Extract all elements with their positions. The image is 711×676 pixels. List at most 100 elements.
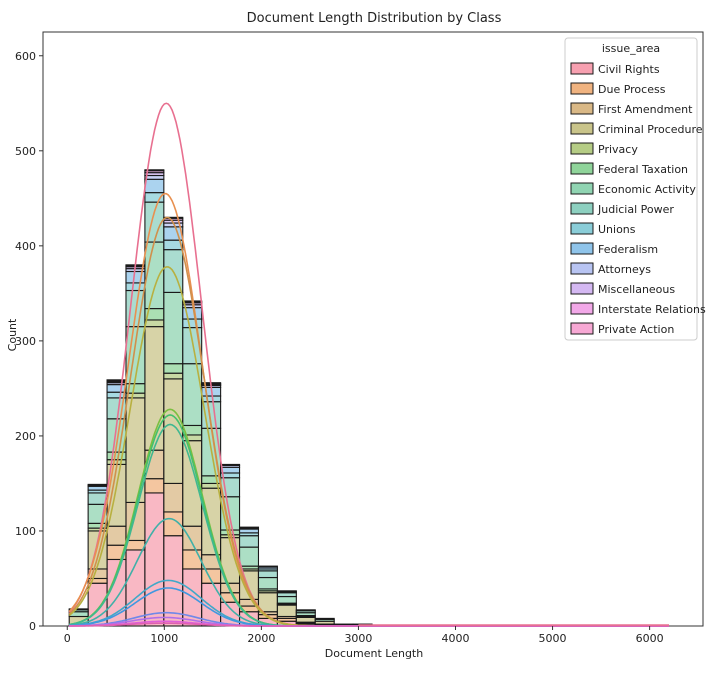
y-tick-label: 600 bbox=[15, 50, 36, 63]
legend-label-economic-activity: Economic Activity bbox=[598, 183, 696, 196]
y-tick-label: 500 bbox=[15, 145, 36, 158]
legend: issue_area Civil Rights Due Process First … bbox=[564, 37, 706, 341]
bar-criminal-procedure-bin-11 bbox=[276, 604, 297, 618]
bar-due-process-bin-3 bbox=[125, 539, 146, 551]
bar-economic-activity-bin-10 bbox=[257, 576, 278, 590]
x-tick-label: 4000 bbox=[442, 632, 470, 645]
legend-label-civil-rights: Civil Rights bbox=[598, 63, 660, 76]
bar-federalism-bin-2 bbox=[106, 384, 127, 393]
bar-federalism-bin-9 bbox=[238, 528, 260, 534]
bar-unions-bin-0 bbox=[68, 608, 89, 611]
bar-attorneys-bin-10 bbox=[257, 565, 278, 568]
bar-economic-activity-bin-5 bbox=[163, 291, 184, 365]
x-axis-title: Document Length bbox=[325, 647, 423, 660]
legend-swatch-federal-taxation bbox=[570, 162, 594, 175]
bar-due-process-bin-6 bbox=[182, 549, 203, 570]
y-tick-label: 0 bbox=[29, 620, 36, 633]
legend-label-federalism: Federalism bbox=[598, 243, 658, 256]
bar-criminal-procedure-bin-10 bbox=[257, 592, 278, 613]
y-tick-label: 300 bbox=[15, 335, 36, 348]
bar-unions-bin-6 bbox=[182, 318, 203, 329]
bar-privacy-bin-3 bbox=[125, 392, 146, 399]
bar-federalism-bin-11 bbox=[276, 590, 297, 593]
bar-federalism-bin-1 bbox=[87, 485, 108, 491]
y-tick-label: 200 bbox=[15, 430, 36, 443]
legend-label-private-action: Private Action bbox=[598, 323, 674, 336]
legend-swatch-first-amendment bbox=[570, 102, 594, 115]
y-axis: 0 100 200 300 400 500 600 bbox=[15, 50, 43, 633]
bar-judicial-power-bin-9 bbox=[238, 535, 260, 548]
bar-economic-activity-bin-14 bbox=[333, 623, 354, 626]
bar-criminal-procedure-bin-5 bbox=[163, 378, 184, 484]
legend-label-unions: Unions bbox=[598, 223, 636, 236]
x-tick-label: 6000 bbox=[636, 632, 664, 645]
x-tick-label: 1000 bbox=[150, 632, 178, 645]
legend-label-interstate-relations: Interstate Relations bbox=[598, 303, 706, 316]
bar-miscellaneous-bin-1 bbox=[87, 483, 108, 486]
legend-swatch-federalism bbox=[570, 242, 594, 255]
legend-swatch-criminal-procedure bbox=[570, 122, 594, 135]
bar-due-process-bin-4 bbox=[144, 478, 165, 494]
bar-federalism-bin-12 bbox=[295, 609, 316, 612]
bar-private-action-bin-2 bbox=[106, 379, 127, 382]
x-tick-label: 2000 bbox=[247, 632, 275, 645]
legend-label-criminal-procedure: Criminal Procedure bbox=[598, 123, 703, 136]
legend-swatch-economic-activity bbox=[570, 182, 594, 195]
bar-attorneys-bin-4 bbox=[144, 174, 165, 180]
y-axis-title: Count bbox=[6, 318, 19, 351]
bar-privacy-bin-4 bbox=[144, 319, 165, 328]
legend-label-attorneys: Attorneys bbox=[598, 263, 651, 276]
bar-civil-rights-bin-4 bbox=[144, 492, 165, 627]
bar-unions-bin-3 bbox=[125, 282, 146, 292]
x-axis: 0 1000 2000 3000 4000 5000 6000 bbox=[64, 626, 664, 645]
legend-title: issue_area bbox=[602, 42, 660, 55]
legend-swatch-private-action bbox=[570, 322, 594, 335]
legend-label-first-amendment: First Amendment bbox=[598, 103, 693, 116]
bar-first-amendment-bin-5 bbox=[163, 482, 184, 513]
legend-frame bbox=[564, 37, 698, 341]
legend-swatch-miscellaneous bbox=[570, 282, 594, 295]
bar-first-amendment-bin-2 bbox=[106, 525, 127, 546]
x-tick-label: 3000 bbox=[344, 632, 372, 645]
legend-swatch-unions bbox=[570, 222, 594, 235]
legend-swatch-civil-rights bbox=[570, 62, 594, 75]
bar-judicial-power-bin-1 bbox=[87, 492, 108, 505]
legend-swatch-attorneys bbox=[570, 262, 594, 275]
bar-federalism-bin-8 bbox=[220, 466, 241, 474]
x-tick-label: 0 bbox=[64, 632, 71, 645]
bar-federal-taxation-bin-5 bbox=[163, 363, 184, 374]
legend-label-federal-taxation: Federal Taxation bbox=[598, 163, 688, 176]
legend-swatch-due-process bbox=[570, 82, 594, 95]
y-tick-label: 400 bbox=[15, 240, 36, 253]
legend-items: Civil Rights Due Process First Amendment Cr… bbox=[570, 62, 706, 336]
bar-federalism-bin-4 bbox=[144, 178, 165, 194]
legend-swatch-judicial-power bbox=[570, 202, 594, 215]
bar-judicial-power-bin-10 bbox=[257, 570, 278, 579]
bar-economic-activity-bin-11 bbox=[276, 595, 297, 604]
kde-private-action bbox=[69, 622, 669, 627]
legend-label-due-process: Due Process bbox=[598, 83, 666, 96]
legend-swatch-interstate-relations bbox=[570, 302, 594, 315]
bar-privacy-bin-5 bbox=[163, 372, 184, 380]
legend-swatch-privacy bbox=[570, 142, 594, 155]
bar-judicial-power-bin-11 bbox=[276, 592, 297, 598]
bar-economic-activity-bin-4 bbox=[144, 241, 165, 310]
bar-private-action-bin-5 bbox=[163, 216, 184, 219]
bar-judicial-power-bin-13 bbox=[314, 617, 335, 620]
legend-label-miscellaneous: Miscellaneous bbox=[598, 283, 675, 296]
x-tick-label: 5000 bbox=[539, 632, 567, 645]
legend-label-judicial-power: Judicial Power bbox=[597, 203, 674, 216]
bar-criminal-procedure-bin-7 bbox=[201, 487, 222, 556]
bar-private-action-bin-4 bbox=[144, 169, 165, 172]
y-tick-label: 100 bbox=[15, 525, 36, 538]
chart-title: Document Length Distribution by Class bbox=[247, 11, 502, 26]
bar-economic-activity-bin-9 bbox=[238, 546, 260, 567]
bar-civil-rights-bin-3 bbox=[125, 549, 146, 627]
bar-unions-bin-7 bbox=[201, 395, 222, 403]
bar-miscellaneous-bin-8 bbox=[220, 463, 241, 466]
legend-label-privacy: Privacy bbox=[598, 143, 638, 156]
plot-area bbox=[42, 31, 704, 627]
bar-criminal-procedure-bin-12 bbox=[295, 616, 316, 623]
